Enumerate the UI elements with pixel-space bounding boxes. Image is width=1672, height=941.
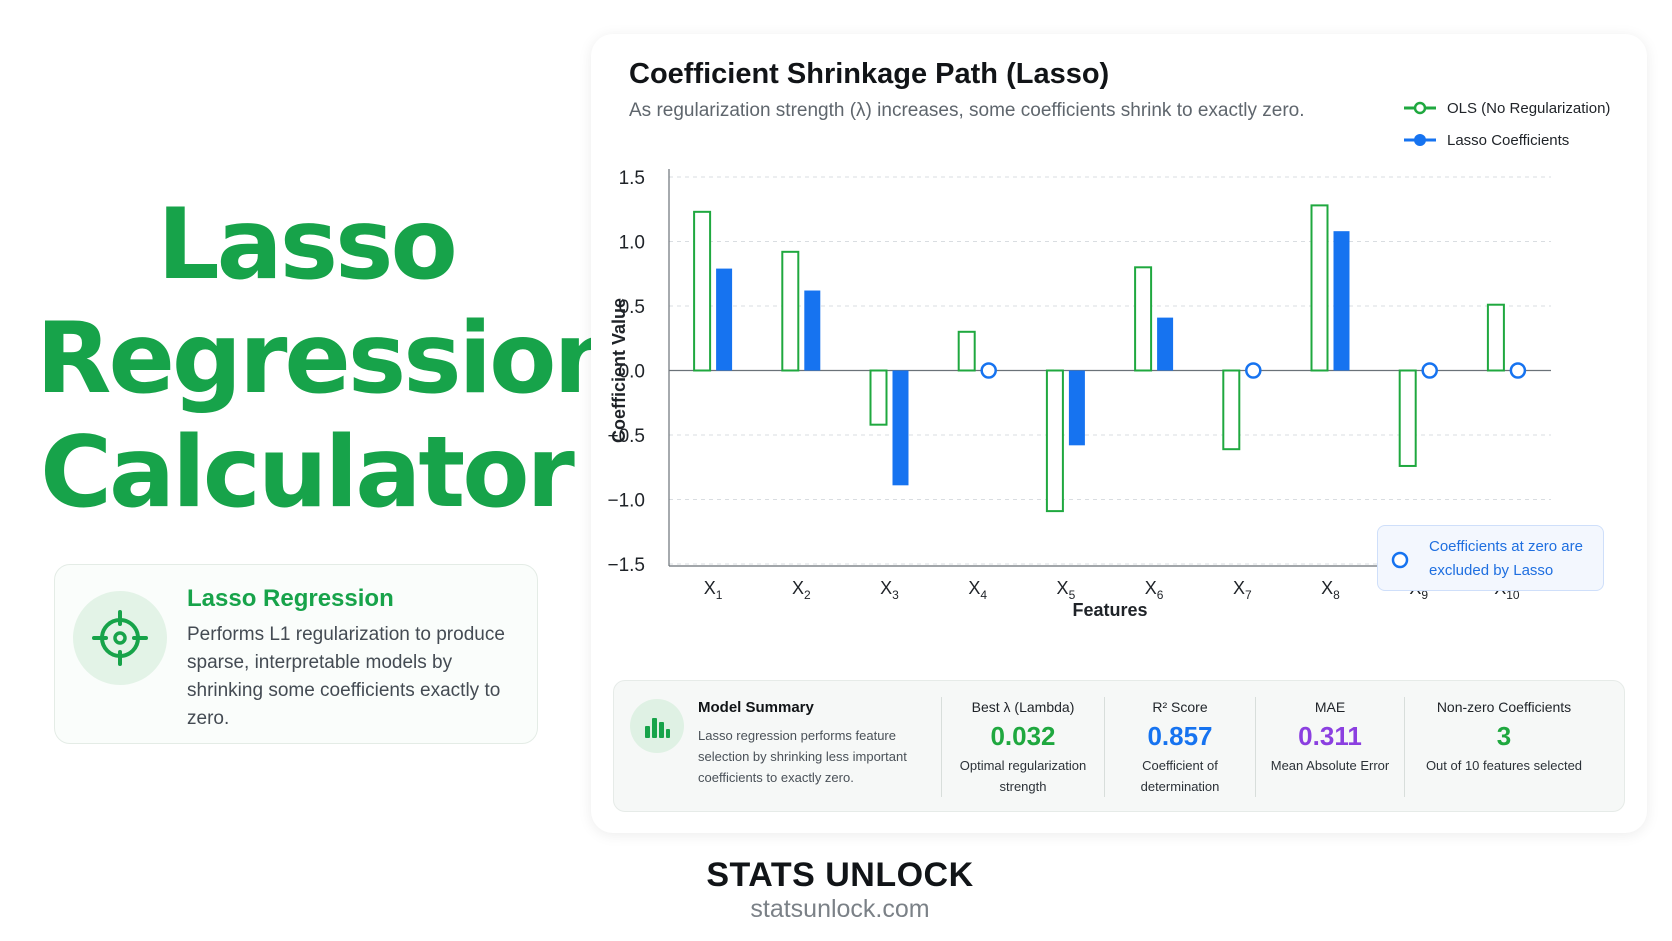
x-tick-label: X1 (704, 578, 723, 602)
lasso-zero-marker (1509, 362, 1527, 379)
metric-divider (1404, 697, 1405, 797)
legend-item-lasso: Lasso Coefficients (1403, 124, 1610, 156)
summary-description: Lasso regression performs feature select… (698, 728, 907, 785)
metric-value: 0.857 (1147, 721, 1213, 751)
chart-panel: Coefficient Shrinkage Path (Lasso) As re… (591, 34, 1647, 833)
ols-bar (1310, 204, 1329, 372)
y-tick-label: 1.5 (619, 168, 645, 189)
metric-divider (1104, 697, 1105, 797)
x-tick-label: X5 (1057, 578, 1076, 602)
y-axis-title: Coefficient Value (609, 298, 629, 443)
y-tick-label: 1.0 (619, 233, 645, 254)
metric-value: 0.032 (990, 721, 1056, 751)
summary-title: Model Summary (698, 699, 814, 716)
ols-bar (1398, 369, 1417, 467)
metric-label: Best λ (Lambda) (971, 699, 1075, 715)
brand-url: statsunlock.com (750, 895, 930, 923)
ols-bar (693, 210, 712, 372)
x-tick-label: X6 (1145, 578, 1164, 602)
ols-bar (1045, 369, 1064, 513)
y-tick-label: −1.0 (607, 491, 645, 512)
x-tick-label: X7 (1233, 578, 1252, 602)
zero-note-text: Coefficients at zero are excluded by Las… (1429, 538, 1583, 579)
metric-mae: MAE 0.311 Mean Absolute Error (1256, 681, 1404, 811)
lasso-bar (1333, 231, 1350, 371)
y-tick-label: −1.5 (607, 555, 645, 576)
y-tick-label: 0.5 (619, 297, 645, 318)
metric-divider (1255, 697, 1256, 797)
ols-bar (1134, 266, 1153, 372)
metric-best-lambda: Best λ (Lambda) 0.032 Optimal regulariza… (942, 681, 1104, 811)
metric-label: Non-zero Coefficients (1436, 699, 1572, 715)
chart-plot: 1.5 1.0 0.5 0.0 −0.5 −1.0 −1.5 X1 X2 X3 X4 X5 X6 X7 X8… (607, 168, 1551, 620)
metric-value: 3 (1496, 721, 1512, 751)
bars: X1X2X3X4X5X6X7X8X9X10 (693, 204, 1520, 602)
zero-marker-icon (1391, 551, 1409, 569)
x-tick-label: X8 (1321, 578, 1340, 602)
lasso-bar (1157, 317, 1174, 371)
ols-bar (781, 250, 800, 372)
ols-bar (869, 369, 888, 426)
legend-lasso-marker-icon (1404, 134, 1436, 146)
metric-nonzero-coefficients: Non-zero Coefficients 3 Out of 10 featur… (1405, 681, 1603, 811)
legend-ols-marker-icon (1404, 101, 1436, 115)
lasso-bar (804, 290, 821, 371)
lasso-zero-marker (1421, 362, 1438, 379)
target-icon (73, 591, 167, 685)
info-card: Lasso Regression Performs L1 regularizat… (54, 564, 538, 744)
x-tick-label: X4 (968, 578, 987, 602)
lasso-bar (716, 268, 733, 371)
metric-r2-score: R² Score 0.857 Coefficient of determinat… (1105, 681, 1255, 811)
metric-description: Mean Absolute Error (1270, 758, 1390, 773)
metric-description: Coefficient of determination (1140, 758, 1220, 794)
x-axis-title: Features (1072, 600, 1147, 620)
hero-title-line-1: Lasso (157, 188, 458, 302)
x-tick-label: X2 (792, 578, 811, 602)
model-summary: Model Summary Lasso regression performs … (613, 680, 1625, 812)
chart-legend: OLS (No Regularization) Lasso Coefficien… (1403, 92, 1610, 156)
legend-item-ols: OLS (No Regularization) (1403, 92, 1610, 124)
metric-label: MAE (1314, 699, 1346, 715)
y-tick-label: −0.5 (607, 426, 645, 447)
legend-label-ols: OLS (No Regularization) (1447, 99, 1611, 117)
info-card-heading: Lasso Regression (187, 585, 394, 612)
metric-value: 0.311 (1298, 721, 1362, 751)
brand-name: STATS UNLOCK (706, 856, 974, 894)
lasso-zero-marker (980, 362, 997, 379)
hero-title-line-3: Calculator (40, 416, 575, 530)
hero-title-line-2: Regression (36, 302, 623, 416)
metric-label: R² Score (1152, 699, 1208, 715)
legend-label-lasso: Lasso Coefficients (1447, 131, 1570, 149)
lasso-bar (892, 370, 909, 486)
bar-chart-icon (630, 699, 684, 753)
lasso-bar (1068, 370, 1085, 446)
ols-bar (1486, 303, 1505, 372)
ols-bar (957, 330, 976, 372)
metric-description: Optimal regularization strength (959, 758, 1087, 794)
y-tick-label: 0.0 (619, 362, 645, 383)
hero-title: Lasso Regression Calculator (36, 188, 623, 530)
zero-coefficient-note: Coefficients at zero are excluded by Las… (1377, 525, 1604, 591)
x-tick-label: X3 (880, 578, 899, 602)
zero-markers (980, 362, 1527, 379)
lasso-zero-marker (1245, 362, 1262, 379)
ols-bar (1222, 369, 1241, 451)
chart-title: Coefficient Shrinkage Path (Lasso) (629, 58, 1110, 90)
metric-description: Out of 10 features selected (1425, 758, 1583, 773)
chart-subtitle: As regularization strength (λ) increases… (629, 100, 1305, 121)
metric-divider (941, 697, 942, 797)
info-card-text: Performs L1 regularization to produce sp… (187, 624, 505, 729)
